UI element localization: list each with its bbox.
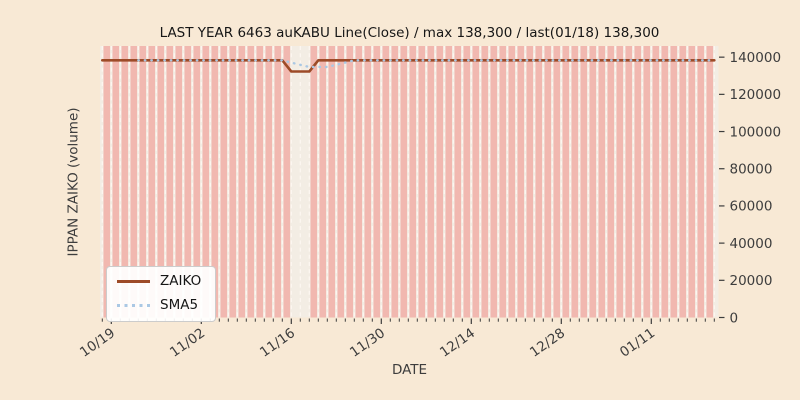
day-band bbox=[634, 46, 642, 318]
x-tick-label: 11/16 bbox=[257, 325, 298, 360]
x-tick-label: 11/02 bbox=[167, 325, 208, 360]
day-band bbox=[148, 46, 156, 318]
day-band bbox=[193, 46, 201, 318]
day-band bbox=[481, 46, 489, 318]
day-band bbox=[319, 46, 327, 318]
day-band bbox=[175, 46, 183, 318]
day-band bbox=[121, 46, 129, 318]
day-band bbox=[580, 46, 588, 318]
day-band bbox=[616, 46, 624, 318]
day-band bbox=[229, 46, 237, 318]
day-band bbox=[265, 46, 273, 318]
x-tick-label: 11/30 bbox=[347, 325, 388, 360]
day-band bbox=[337, 46, 345, 318]
day-band bbox=[256, 46, 264, 318]
y-axis-ticks: 0 20000 40000 60000 80000 100000 120000 140000 bbox=[719, 50, 781, 326]
day-band bbox=[202, 46, 210, 318]
day-band bbox=[517, 46, 525, 318]
day-band bbox=[418, 46, 426, 318]
zaiko-line-swatch bbox=[117, 280, 150, 284]
day-band bbox=[112, 46, 120, 318]
day-band bbox=[436, 46, 444, 318]
day-band bbox=[688, 46, 696, 318]
day-band bbox=[454, 46, 462, 318]
x-tick-label: 10/19 bbox=[77, 325, 118, 360]
day-band bbox=[544, 46, 552, 318]
day-band bbox=[697, 46, 705, 318]
chart-title: LAST YEAR 6463 auKABU Line(Close) / max … bbox=[159, 25, 660, 41]
day-band bbox=[571, 46, 579, 318]
legend-item-sma5: SMA5 bbox=[117, 296, 201, 313]
legend-item-zaiko: ZAIKO bbox=[117, 273, 202, 289]
y-tick-label: 60000 bbox=[730, 199, 773, 215]
sma5-line bbox=[137, 59, 716, 69]
day-band bbox=[598, 46, 606, 318]
day-band bbox=[652, 46, 660, 318]
day-band bbox=[283, 46, 291, 318]
day-band bbox=[184, 46, 192, 318]
day-band bbox=[364, 46, 372, 318]
day-band bbox=[526, 46, 534, 318]
day-band bbox=[166, 46, 174, 318]
day-band bbox=[661, 46, 669, 318]
y-tick-label: 80000 bbox=[730, 162, 773, 178]
day-band bbox=[508, 46, 516, 318]
day-band bbox=[679, 46, 687, 318]
day-band bbox=[607, 46, 615, 318]
day-band bbox=[238, 46, 246, 318]
day-band bbox=[490, 46, 498, 318]
x-tick-label: 01/11 bbox=[617, 325, 658, 360]
y-tick-label: 120000 bbox=[730, 87, 782, 103]
day-band bbox=[139, 46, 147, 318]
day-band bbox=[346, 46, 354, 318]
day-band bbox=[463, 46, 471, 318]
y-tick-label: 140000 bbox=[730, 50, 782, 66]
day-band bbox=[445, 46, 453, 318]
day-band bbox=[247, 46, 255, 318]
day-band bbox=[670, 46, 678, 318]
day-band bbox=[535, 46, 543, 318]
day-band bbox=[220, 46, 228, 318]
x-axis-label: DATE bbox=[391, 362, 428, 378]
legend: ZAIKO SMA5 bbox=[106, 266, 217, 322]
day-band bbox=[382, 46, 390, 318]
day-band bbox=[625, 46, 633, 318]
legend-label-sma5: SMA5 bbox=[160, 296, 199, 313]
day-band bbox=[310, 46, 318, 318]
day-band bbox=[391, 46, 399, 318]
y-tick-label: 0 bbox=[730, 310, 739, 326]
day-band bbox=[589, 46, 597, 318]
day-band bbox=[328, 46, 336, 318]
y-tick-label: 100000 bbox=[730, 124, 782, 140]
day-band bbox=[553, 46, 561, 318]
day-band bbox=[274, 46, 282, 318]
sma5-dots-swatch bbox=[117, 303, 150, 307]
day-band bbox=[355, 46, 363, 318]
day-band bbox=[706, 46, 714, 318]
day-band bbox=[409, 46, 417, 318]
legend-label-zaiko: ZAIKO bbox=[160, 273, 202, 289]
y-tick-label: 40000 bbox=[730, 236, 773, 252]
day-band bbox=[130, 46, 138, 318]
day-band bbox=[562, 46, 570, 318]
day-band bbox=[643, 46, 651, 318]
y-tick-label: 20000 bbox=[730, 273, 773, 289]
day-band bbox=[472, 46, 480, 318]
y-axis-label-wrap: IPPAN ZAIKO (volume) bbox=[60, 46, 88, 318]
day-band bbox=[157, 46, 165, 318]
day-band bbox=[400, 46, 408, 318]
x-tick-labels: 10/19 11/02 11/16 11/30 12/14 12/28 01/11 bbox=[77, 325, 658, 360]
x-tick-label: 12/28 bbox=[527, 325, 568, 360]
day-bands bbox=[103, 46, 714, 318]
day-band bbox=[373, 46, 381, 318]
day-band bbox=[499, 46, 507, 318]
day-band bbox=[103, 46, 111, 318]
x-tick-label: 12/14 bbox=[437, 325, 478, 360]
day-band bbox=[211, 46, 219, 318]
day-band bbox=[427, 46, 435, 318]
y-axis-label: IPPAN ZAIKO (volume) bbox=[66, 107, 83, 257]
